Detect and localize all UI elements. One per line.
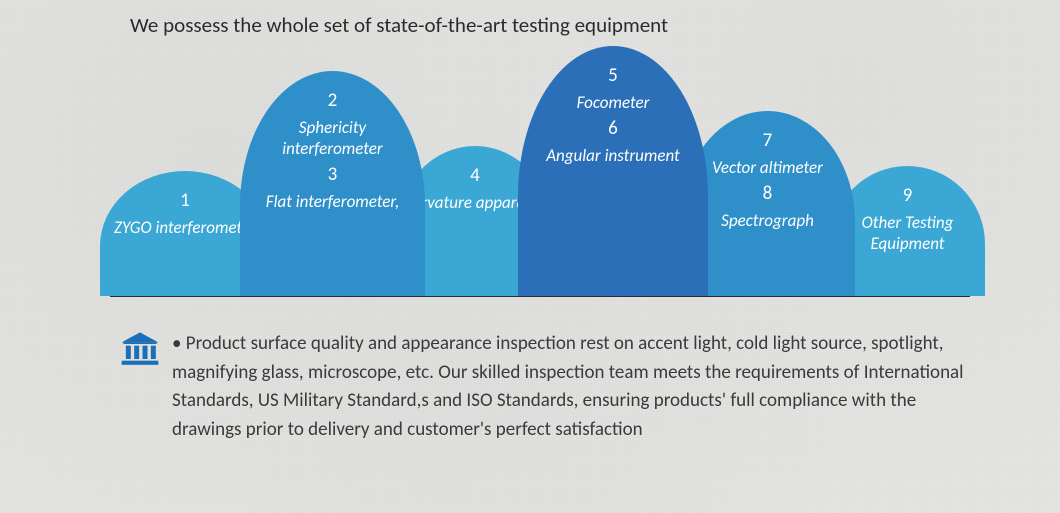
institution-icon (120, 332, 166, 371)
description-text: Product surface quality and appearance i… (172, 330, 970, 444)
equipment-bump: 5 Focometer 6 Angular instrument (518, 46, 708, 296)
equipment-number: 8 (763, 182, 773, 206)
equipment-number: 4 (470, 164, 480, 188)
description-row: Product surface quality and appearance i… (120, 330, 970, 444)
equipment-label: Spectrograph (713, 210, 822, 231)
page-title: We possess the whole set of state-of-the… (130, 12, 668, 38)
equipment-number: 7 (763, 129, 773, 153)
equipment-bump: 2 Sphericity interferometer 3 Flat interfer… (240, 71, 425, 296)
equipment-label: Angular instrument (538, 145, 688, 166)
equipment-label: Focometer (569, 92, 658, 113)
equipment-number: 6 (608, 117, 618, 141)
chart-baseline (110, 296, 970, 297)
equipment-label: Flat interferometer, (258, 191, 407, 212)
equipment-number: 5 (608, 64, 618, 88)
equipment-label: Sphericity interferometer (240, 117, 425, 160)
equipment-number: 3 (328, 163, 338, 187)
equipment-number: 9 (903, 184, 913, 208)
equipment-label: Vector altimeter (704, 157, 831, 178)
equipment-number: 2 (328, 89, 338, 113)
equipment-number: 1 (180, 189, 190, 213)
equipment-infographic: 1ZYGO interferometer2Sphericity interfer… (110, 46, 970, 296)
